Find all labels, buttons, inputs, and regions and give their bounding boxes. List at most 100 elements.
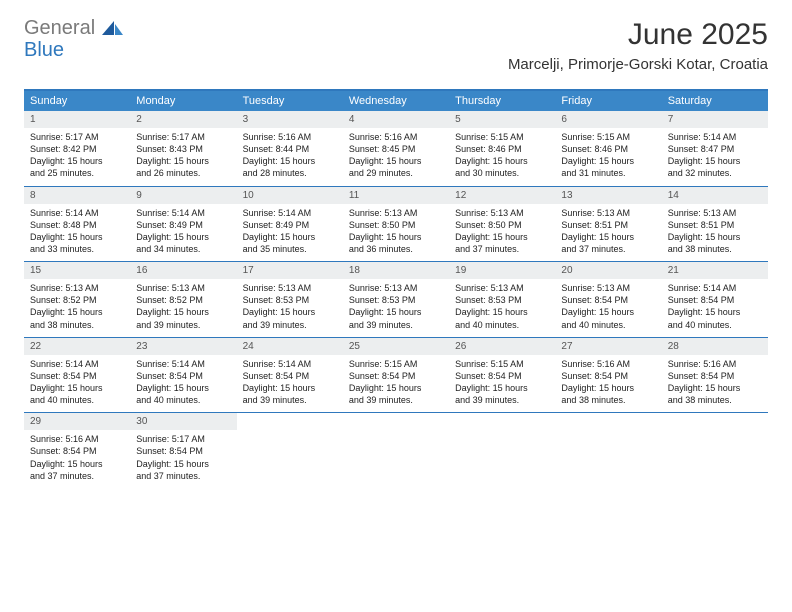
day-d2: and 31 minutes.	[561, 167, 655, 179]
day-d1: Daylight: 15 hours	[136, 306, 230, 318]
day-sunrise: Sunrise: 5:14 AM	[668, 282, 762, 294]
day-number-cell: 19	[449, 262, 555, 279]
day-number-cell: 24	[237, 338, 343, 355]
week-daynum-row: 15161718192021	[24, 262, 768, 279]
day-sunset: Sunset: 8:54 PM	[349, 370, 443, 382]
day-d1: Daylight: 15 hours	[668, 382, 762, 394]
day-number-cell: 15	[24, 262, 130, 279]
week-info-row: Sunrise: 5:16 AMSunset: 8:54 PMDaylight:…	[24, 430, 768, 488]
day-info-cell	[237, 430, 343, 488]
day-d2: and 37 minutes.	[136, 470, 230, 482]
day-sunset: Sunset: 8:54 PM	[455, 370, 549, 382]
day-sunrise: Sunrise: 5:17 AM	[136, 433, 230, 445]
day-sunset: Sunset: 8:51 PM	[561, 219, 655, 231]
day-info-cell	[555, 430, 661, 488]
day-number-cell: 13	[555, 187, 661, 204]
day-sunset: Sunset: 8:46 PM	[455, 143, 549, 155]
logo-text-blue: Blue	[24, 40, 124, 60]
day-d1: Daylight: 15 hours	[668, 231, 762, 243]
day-sunrise: Sunrise: 5:13 AM	[455, 207, 549, 219]
day-sunrise: Sunrise: 5:16 AM	[561, 358, 655, 370]
day-sunrise: Sunrise: 5:13 AM	[30, 282, 124, 294]
day-info-cell: Sunrise: 5:16 AMSunset: 8:44 PMDaylight:…	[237, 128, 343, 186]
week-daynum-row: 22232425262728	[24, 338, 768, 355]
day-sunset: Sunset: 8:44 PM	[243, 143, 337, 155]
day-sunrise: Sunrise: 5:14 AM	[136, 358, 230, 370]
day-sunset: Sunset: 8:54 PM	[668, 294, 762, 306]
day-info-cell: Sunrise: 5:17 AMSunset: 8:42 PMDaylight:…	[24, 128, 130, 186]
day-d2: and 35 minutes.	[243, 243, 337, 255]
day-d2: and 39 minutes.	[349, 319, 443, 331]
day-d1: Daylight: 15 hours	[136, 155, 230, 167]
day-sunset: Sunset: 8:52 PM	[30, 294, 124, 306]
day-sunset: Sunset: 8:54 PM	[243, 370, 337, 382]
day-d1: Daylight: 15 hours	[136, 231, 230, 243]
day-d2: and 33 minutes.	[30, 243, 124, 255]
day-d1: Daylight: 15 hours	[455, 155, 549, 167]
day-d1: Daylight: 15 hours	[349, 382, 443, 394]
day-info-cell: Sunrise: 5:13 AMSunset: 8:50 PMDaylight:…	[343, 204, 449, 262]
day-number-cell: 5	[449, 111, 555, 128]
dow-saturday: Saturday	[662, 91, 768, 111]
dow-wednesday: Wednesday	[343, 91, 449, 111]
day-number-cell	[662, 413, 768, 430]
day-sunset: Sunset: 8:52 PM	[136, 294, 230, 306]
week-info-row: Sunrise: 5:17 AMSunset: 8:42 PMDaylight:…	[24, 128, 768, 187]
day-number-cell: 18	[343, 262, 449, 279]
day-d1: Daylight: 15 hours	[30, 458, 124, 470]
day-d1: Daylight: 15 hours	[243, 155, 337, 167]
day-number-cell	[343, 413, 449, 430]
day-number-cell: 21	[662, 262, 768, 279]
day-info-cell	[449, 430, 555, 488]
day-sunset: Sunset: 8:54 PM	[668, 370, 762, 382]
day-info-cell: Sunrise: 5:17 AMSunset: 8:43 PMDaylight:…	[130, 128, 236, 186]
dow-thursday: Thursday	[449, 91, 555, 111]
day-sunset: Sunset: 8:48 PM	[30, 219, 124, 231]
day-sunrise: Sunrise: 5:13 AM	[349, 207, 443, 219]
day-sunset: Sunset: 8:50 PM	[455, 219, 549, 231]
day-d2: and 40 minutes.	[561, 319, 655, 331]
day-info-cell: Sunrise: 5:14 AMSunset: 8:54 PMDaylight:…	[662, 279, 768, 337]
day-info-cell: Sunrise: 5:14 AMSunset: 8:49 PMDaylight:…	[237, 204, 343, 262]
day-sunrise: Sunrise: 5:14 AM	[136, 207, 230, 219]
day-number-cell: 28	[662, 338, 768, 355]
day-d1: Daylight: 15 hours	[561, 382, 655, 394]
day-d2: and 37 minutes.	[561, 243, 655, 255]
day-info-cell: Sunrise: 5:13 AMSunset: 8:51 PMDaylight:…	[662, 204, 768, 262]
day-number-cell: 25	[343, 338, 449, 355]
day-number-cell: 11	[343, 187, 449, 204]
day-d1: Daylight: 15 hours	[455, 306, 549, 318]
day-d2: and 39 minutes.	[455, 394, 549, 406]
day-d2: and 39 minutes.	[136, 319, 230, 331]
day-info-cell: Sunrise: 5:17 AMSunset: 8:54 PMDaylight:…	[130, 430, 236, 488]
day-sunrise: Sunrise: 5:13 AM	[243, 282, 337, 294]
day-number-cell: 4	[343, 111, 449, 128]
day-info-cell: Sunrise: 5:13 AMSunset: 8:51 PMDaylight:…	[555, 204, 661, 262]
day-sunrise: Sunrise: 5:16 AM	[30, 433, 124, 445]
dow-sunday: Sunday	[24, 91, 130, 111]
day-sunrise: Sunrise: 5:13 AM	[349, 282, 443, 294]
day-d1: Daylight: 15 hours	[136, 382, 230, 394]
week-daynum-row: 2930	[24, 413, 768, 430]
day-d2: and 39 minutes.	[243, 319, 337, 331]
day-sunset: Sunset: 8:54 PM	[136, 445, 230, 457]
day-d2: and 40 minutes.	[30, 394, 124, 406]
day-d1: Daylight: 15 hours	[30, 382, 124, 394]
logo-text-general: General	[24, 17, 95, 39]
day-sunset: Sunset: 8:53 PM	[455, 294, 549, 306]
day-sunrise: Sunrise: 5:15 AM	[455, 131, 549, 143]
logo-sail-icon	[102, 21, 124, 42]
day-info-cell: Sunrise: 5:14 AMSunset: 8:54 PMDaylight:…	[130, 355, 236, 413]
day-d2: and 39 minutes.	[243, 394, 337, 406]
day-sunrise: Sunrise: 5:14 AM	[30, 358, 124, 370]
day-sunset: Sunset: 8:54 PM	[561, 370, 655, 382]
day-number-cell: 27	[555, 338, 661, 355]
day-sunset: Sunset: 8:42 PM	[30, 143, 124, 155]
day-sunset: Sunset: 8:50 PM	[349, 219, 443, 231]
day-d1: Daylight: 15 hours	[136, 458, 230, 470]
day-d2: and 38 minutes.	[561, 394, 655, 406]
day-sunset: Sunset: 8:49 PM	[243, 219, 337, 231]
day-sunrise: Sunrise: 5:16 AM	[668, 358, 762, 370]
day-d2: and 40 minutes.	[455, 319, 549, 331]
day-sunset: Sunset: 8:43 PM	[136, 143, 230, 155]
